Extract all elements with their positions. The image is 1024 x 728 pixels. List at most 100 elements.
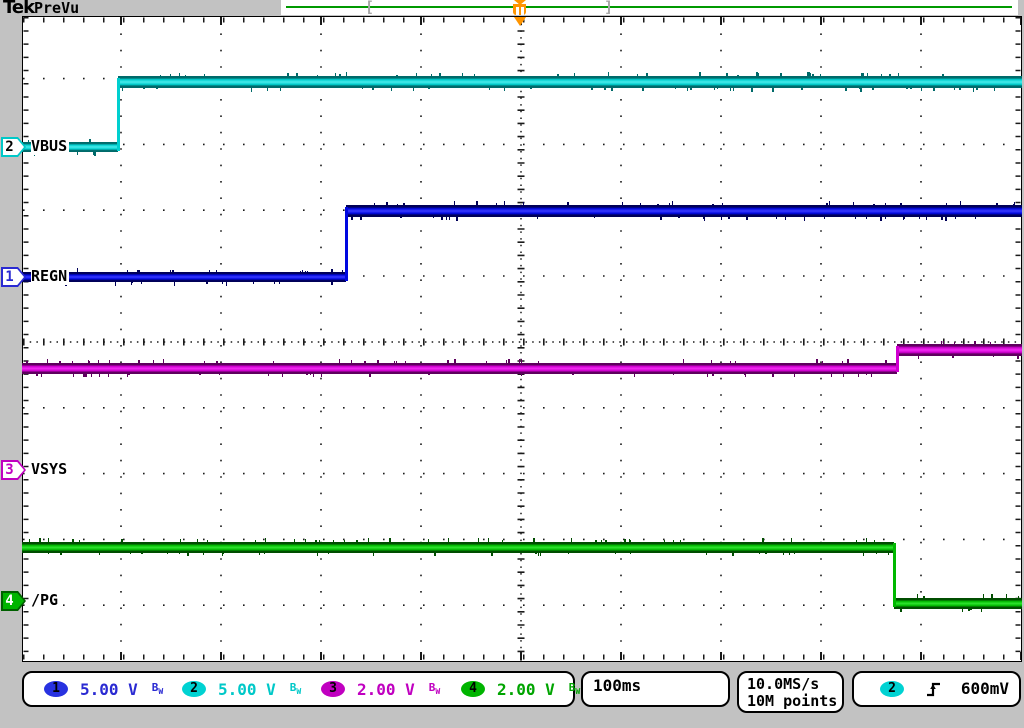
trace-noise-tick bbox=[330, 281, 333, 286]
trace-noise-tick bbox=[866, 537, 868, 543]
top-status-bar: Tek PreVu [ ] bbox=[0, 0, 1024, 18]
trace-noise-tick bbox=[1016, 355, 1019, 359]
trace-noise-tick bbox=[507, 358, 510, 364]
trace-noise-tick bbox=[396, 74, 399, 77]
trace-noise-tick bbox=[127, 372, 129, 378]
trace-noise-tick bbox=[59, 360, 62, 364]
trace-noise-tick bbox=[779, 73, 782, 77]
trace-noise-tick bbox=[604, 87, 607, 91]
trace-noise-tick bbox=[305, 372, 308, 375]
trace-noise-tick bbox=[137, 270, 140, 273]
marker-channel-number: 1 bbox=[5, 269, 14, 285]
channel-1-position-marker[interactable]: 1 bbox=[1, 267, 26, 287]
trace-noise-tick bbox=[92, 151, 95, 156]
marker-arrow-fill bbox=[3, 462, 24, 478]
channel-4-position-marker[interactable]: 4 bbox=[1, 591, 26, 611]
trace-noise-tick bbox=[601, 539, 603, 543]
marker-channel-number: 4 bbox=[5, 593, 14, 609]
trace-noise-tick bbox=[804, 216, 806, 221]
trace-vbus bbox=[22, 142, 118, 152]
trace-noise-tick bbox=[321, 372, 323, 378]
trace-noise-tick bbox=[448, 216, 450, 221]
trace-noise-tick bbox=[990, 594, 993, 599]
channel-scale-readout-box[interactable]: 1 5.00 V BW 2 5.00 V BW 3 2.00 V BW 4 2.… bbox=[22, 671, 580, 707]
trace-noise-tick bbox=[758, 551, 760, 554]
trace-noise-tick bbox=[899, 607, 902, 613]
trace-step-edge bbox=[117, 78, 120, 151]
trace-noise-tick bbox=[529, 87, 531, 90]
trace-noise-tick bbox=[108, 359, 110, 364]
channel-3-position-marker[interactable]: 3 bbox=[1, 460, 26, 480]
trace-noise-tick bbox=[88, 360, 90, 364]
trace-noise-tick bbox=[537, 360, 539, 364]
trace-noise-tick bbox=[430, 74, 432, 77]
trace-noise-tick bbox=[314, 540, 317, 543]
trace-noise-tick bbox=[842, 372, 844, 377]
trace-noise-tick bbox=[208, 270, 210, 273]
trace-noise-tick bbox=[614, 551, 616, 554]
trace-noise-tick bbox=[129, 551, 131, 555]
trace-noise-tick bbox=[310, 372, 312, 375]
trace-noise-tick bbox=[140, 281, 142, 284]
trace-noise-tick bbox=[942, 73, 945, 77]
marker-channel-number: 3 bbox=[5, 462, 14, 478]
trace-noise-tick bbox=[860, 87, 863, 92]
trace-noise-tick bbox=[678, 216, 681, 219]
trace-noise-tick bbox=[286, 72, 289, 77]
trace-noise-tick bbox=[305, 270, 307, 273]
trace-noise-tick bbox=[362, 87, 364, 90]
trace-noise-tick bbox=[989, 341, 991, 345]
acquisition-readout-box[interactable]: 10.0MS/s 10M points bbox=[737, 671, 844, 713]
trace-noise-tick bbox=[78, 540, 80, 543]
trace-noise-tick bbox=[674, 87, 676, 90]
waveform-display-area[interactable] bbox=[22, 16, 1022, 662]
trigger-flag-body bbox=[513, 4, 526, 15]
trace-noise-tick bbox=[806, 72, 809, 77]
trace-noise-tick bbox=[169, 269, 171, 273]
trace-noise-tick bbox=[865, 216, 867, 220]
trace-noise-tick bbox=[207, 540, 209, 543]
marker-arrow-fill bbox=[3, 269, 24, 285]
trace-noise-tick bbox=[202, 551, 204, 555]
trace-noise-tick bbox=[975, 87, 978, 90]
channel-label-vsys: VSYS bbox=[31, 460, 70, 478]
trigger-position-flag-icon[interactable] bbox=[513, 0, 528, 15]
trace-noise-tick bbox=[318, 540, 320, 543]
trace-noise-tick bbox=[167, 551, 169, 554]
trace-noise-tick bbox=[196, 538, 198, 543]
trace-noise-tick bbox=[809, 73, 811, 77]
trace-noise-tick bbox=[884, 216, 886, 220]
trace-noise-tick bbox=[954, 342, 956, 345]
trace-noise-tick bbox=[853, 201, 855, 206]
trace-noise-tick bbox=[705, 551, 707, 556]
trace-noise-tick bbox=[847, 358, 850, 364]
trace-noise-tick bbox=[972, 87, 974, 92]
trace-noise-tick bbox=[573, 72, 575, 77]
trace-noise-tick bbox=[72, 360, 74, 364]
trace-noise-tick bbox=[885, 202, 887, 206]
channel-2-position-marker[interactable]: 2 bbox=[1, 137, 26, 157]
trace-noise-tick bbox=[28, 539, 30, 543]
timebase-readout-box[interactable]: 100ms bbox=[581, 671, 730, 707]
trace-noise-tick bbox=[941, 340, 943, 345]
trace-noise-tick bbox=[994, 87, 996, 91]
ch3-readout: 3 2.00 V BW bbox=[321, 673, 440, 705]
trace-noise-tick bbox=[744, 372, 746, 377]
trigger-readout-box[interactable]: 2 600mV bbox=[852, 671, 1021, 707]
trace-noise-tick bbox=[535, 551, 538, 555]
trace-noise-tick bbox=[815, 358, 818, 364]
trace-noise-tick bbox=[41, 372, 43, 377]
timebase-value: 100ms bbox=[593, 676, 642, 695]
trace-noise-tick bbox=[491, 551, 494, 556]
trace-noise-tick bbox=[485, 360, 487, 364]
record-view-strip[interactable]: [ ] bbox=[281, 0, 1018, 16]
trace-noise-tick bbox=[433, 216, 435, 219]
trace-noise-tick bbox=[143, 87, 146, 90]
trace-noise-tick bbox=[28, 140, 30, 143]
trace-noise-tick bbox=[1018, 596, 1019, 599]
trace-noise-tick bbox=[887, 551, 889, 556]
trace-noise-tick bbox=[910, 87, 913, 90]
trace-noise-tick bbox=[273, 281, 275, 284]
trigger-position-arrow-icon[interactable] bbox=[514, 17, 526, 26]
trace-noise-tick bbox=[628, 539, 631, 543]
